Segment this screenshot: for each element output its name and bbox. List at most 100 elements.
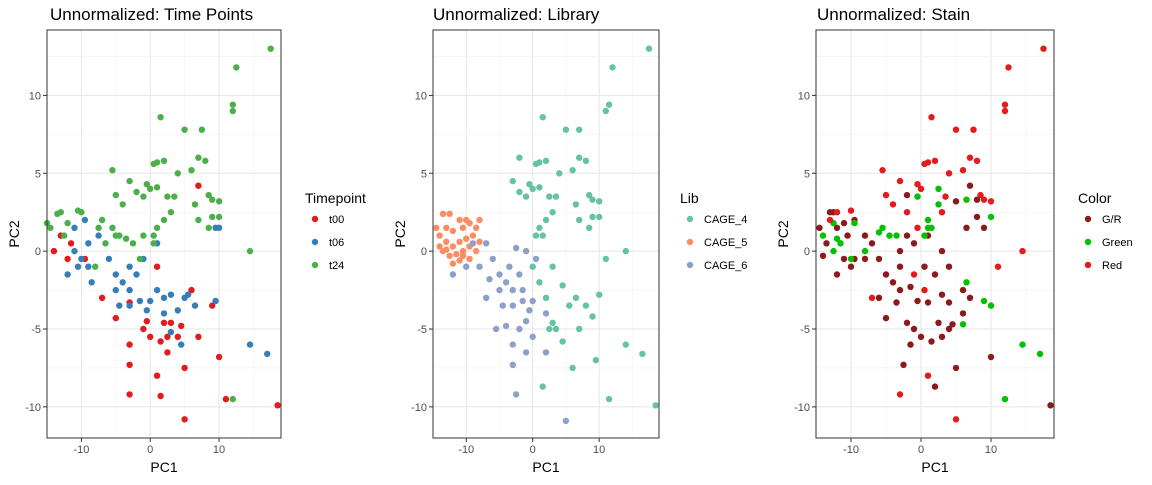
data-point [959,310,967,317]
data-point [914,181,921,188]
data-point [928,338,935,345]
x-tick-label: 10 [593,444,605,456]
data-point [126,341,133,348]
data-point [133,188,140,196]
data-point [879,224,886,231]
y-tick-label: 5 [804,168,810,180]
data-point [917,333,925,340]
data-point [449,243,457,250]
data-point [959,286,967,294]
data-point [963,279,970,286]
data-point [436,232,443,239]
data-point [140,193,147,200]
data-point [229,101,236,108]
data-point [443,224,450,231]
data-point [509,286,516,294]
data-point [174,333,181,340]
data-point [602,107,609,115]
data-point [195,154,202,161]
y-axis-title: PC2 [392,220,408,247]
data-point [174,170,181,177]
data-point [205,191,212,199]
data-point [851,219,858,227]
data-point [816,224,823,231]
data-point [945,263,953,270]
legend: Color G/R Green Red [1078,190,1133,272]
data-point [167,328,175,336]
data-point [596,198,603,205]
data-point [549,209,556,216]
data-point [153,286,161,294]
data-point [861,255,869,263]
data-point [147,297,154,305]
data-point [952,364,960,372]
data-point [882,271,890,278]
data-point [229,107,236,115]
y-tick-label: 10 [798,90,810,102]
data-point [980,297,988,305]
x-tick-label: 10 [985,444,997,456]
data-point [542,349,550,356]
data-point [556,170,563,177]
data-point [639,350,646,358]
data-point [85,263,92,270]
data-point [592,356,600,364]
data-point [938,291,946,298]
data-point [157,392,164,400]
data-point [98,294,106,301]
y-tick-label: 0 [804,246,810,258]
data-point [589,213,596,221]
data-point [506,263,513,270]
data-point [529,297,536,305]
data-point [78,209,85,216]
data-point [95,224,102,231]
data-point [473,224,480,231]
data-point [496,286,503,294]
x-tick-label: -10 [73,444,89,456]
data-point [973,196,981,203]
data-point [914,193,921,200]
legend-key [686,215,694,223]
legend-key [1084,238,1092,246]
data-point [212,297,219,305]
data-point [78,255,85,263]
data-point [433,224,440,231]
data-point [1005,64,1012,71]
data-point [917,185,925,192]
data-point [952,416,960,423]
data-point [1019,341,1026,348]
data-point [596,213,603,221]
data-point [126,263,133,270]
data-point [931,157,939,164]
data-point [586,191,593,199]
data-point [499,302,506,309]
data-point [945,170,953,177]
data-point [552,193,560,200]
data-point [582,302,590,309]
y-tick-label: -10 [411,402,427,414]
data-point [605,395,613,403]
data-point [64,219,71,227]
data-point [622,341,629,348]
data-point [164,349,171,356]
data-point [1001,395,1009,403]
x-tick-label: 0 [147,444,153,456]
data-point [938,209,946,216]
x-tick-label: -10 [843,444,859,456]
data-point [921,232,928,239]
data-point [910,325,918,333]
data-point [456,257,463,264]
data-point [861,247,869,255]
data-point [112,191,120,199]
data-point [509,341,516,348]
data-point [516,154,523,161]
data-point [167,291,175,298]
chart-title: Unnormalized: Time Points [50,5,253,24]
y-tick-label: 5 [421,168,427,180]
chart-title: Unnormalized: Library [433,5,600,24]
data-point [903,209,911,216]
legend: Lib CAGE_4 CAGE_5 CAGE_6 [680,190,747,272]
data-point [945,299,953,306]
data-point [153,263,161,270]
data-point [133,271,140,278]
